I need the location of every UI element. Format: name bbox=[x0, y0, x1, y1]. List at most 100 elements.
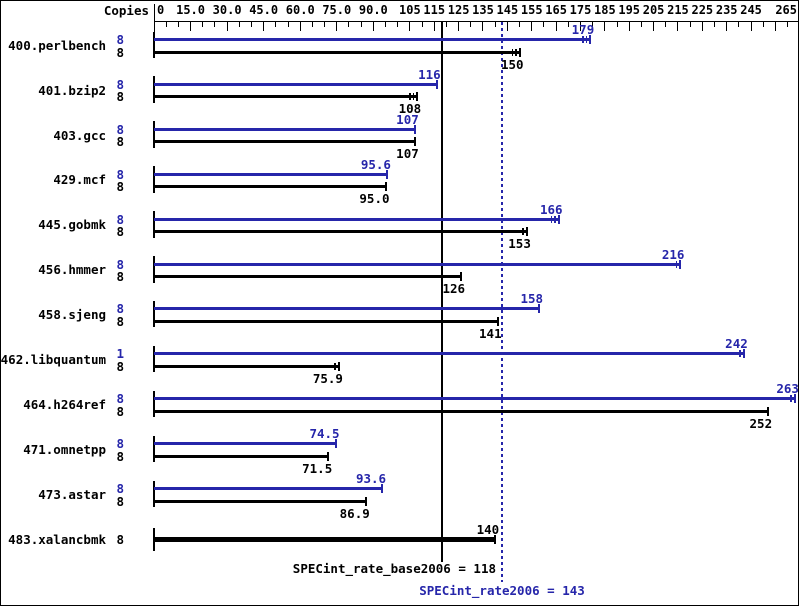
base-bar-endcap bbox=[767, 406, 770, 416]
axis-tick bbox=[190, 22, 192, 31]
base-value-label: 126 bbox=[442, 281, 466, 296]
base-bar-endcap bbox=[460, 272, 463, 281]
peak-value-label: 116 bbox=[418, 66, 441, 82]
axis-tick-label: 235 bbox=[715, 3, 738, 17]
base-value-label: 75.9 bbox=[312, 370, 343, 386]
peak-bar bbox=[154, 38, 591, 41]
run-mark bbox=[511, 48, 514, 56]
peak-bar-endcap bbox=[589, 35, 592, 44]
run-mark bbox=[550, 215, 553, 223]
peak-value-label: 179 bbox=[571, 22, 595, 37]
axis-tick-label: 45.0 bbox=[249, 3, 279, 17]
base-bar-endcap bbox=[496, 316, 499, 326]
base-copies-value: 8 bbox=[116, 134, 124, 150]
axis-tick bbox=[397, 22, 399, 27]
axis-tick bbox=[506, 22, 508, 31]
axis-tick bbox=[470, 22, 472, 27]
run-mark bbox=[554, 215, 556, 223]
row-bracket bbox=[153, 166, 155, 193]
benchmark-label: 400.perlbench bbox=[8, 37, 106, 53]
axis-tick-label: 165 bbox=[545, 3, 567, 17]
run-mark bbox=[582, 36, 584, 43]
base-bar bbox=[154, 95, 418, 99]
axis-tick bbox=[604, 22, 606, 31]
peak-copies-value: 8 bbox=[116, 121, 124, 137]
base-bar-endcap bbox=[525, 227, 528, 237]
peak-bar bbox=[154, 487, 383, 490]
axis-tick-label: 175 bbox=[569, 3, 592, 17]
axis-tick-label: 0 bbox=[157, 3, 165, 17]
axis-tick bbox=[543, 22, 545, 27]
peak-copies-value: 8 bbox=[116, 166, 124, 182]
peak-copies-value: 8 bbox=[116, 391, 124, 407]
axis-tick-label: 125 bbox=[447, 3, 470, 17]
axis-tick bbox=[348, 22, 350, 27]
row-bracket bbox=[153, 31, 155, 58]
benchmark-label: 401.bzip2 bbox=[38, 82, 106, 98]
axis-tick bbox=[287, 22, 289, 27]
base-copies-value: 8 bbox=[116, 403, 124, 419]
axis-tick-label: 30.0 bbox=[212, 3, 242, 17]
axis-tick bbox=[750, 22, 752, 31]
axis-tick bbox=[165, 22, 167, 27]
row-bracket bbox=[153, 76, 155, 103]
copies-column-header: Copies bbox=[103, 3, 149, 18]
base-bar-endcap bbox=[413, 137, 416, 147]
run-mark bbox=[790, 395, 792, 403]
base-copies-value: 8 bbox=[116, 89, 124, 105]
x-axis-baseline bbox=[154, 21, 798, 22]
axis-tick bbox=[494, 22, 496, 27]
peak-copies-value: 8 bbox=[116, 301, 124, 317]
axis-tick bbox=[458, 22, 460, 31]
axis-tick bbox=[567, 22, 569, 27]
axis-tick bbox=[482, 22, 484, 31]
base-value-label: 141 bbox=[479, 325, 502, 341]
axis-tick bbox=[263, 22, 265, 31]
axis-tick-label: 105 bbox=[399, 3, 421, 17]
base-bar bbox=[154, 140, 415, 144]
base-bar bbox=[154, 409, 769, 413]
axis-tick-label: 145 bbox=[496, 3, 519, 17]
run-mark bbox=[409, 93, 411, 101]
axis-tick bbox=[628, 22, 630, 31]
benchmark-label: 429.mcf bbox=[53, 172, 106, 188]
axis-tick bbox=[579, 22, 581, 31]
base-bar bbox=[154, 364, 339, 368]
axis-tick bbox=[689, 22, 691, 27]
peak-bar-endcap bbox=[334, 439, 337, 449]
row-bracket bbox=[153, 435, 155, 463]
axis-tick bbox=[311, 22, 313, 27]
base-copies-value: 8 bbox=[116, 224, 124, 240]
base-bar bbox=[154, 499, 366, 503]
run-mark bbox=[515, 48, 517, 56]
run-mark bbox=[522, 228, 524, 236]
base-bar bbox=[154, 454, 329, 458]
base-bar-endcap bbox=[384, 182, 387, 192]
base-copies-value: 8 bbox=[116, 532, 124, 548]
peak-bar-endcap bbox=[385, 169, 388, 179]
peak-bar bbox=[154, 307, 540, 311]
benchmark-label: 471.omnetpp bbox=[23, 441, 106, 457]
base-value-label: 252 bbox=[749, 415, 773, 431]
axis-tick bbox=[640, 22, 642, 27]
peak-bar bbox=[154, 82, 437, 86]
base-value-label: 71.5 bbox=[302, 460, 333, 476]
peak-bar-endcap bbox=[557, 214, 560, 224]
peak-value-label: 216 bbox=[661, 246, 685, 262]
peak-value-label: 158 bbox=[520, 291, 544, 307]
axis-tick bbox=[372, 22, 374, 31]
axis-tick-label: 155 bbox=[520, 3, 543, 17]
axis-tick bbox=[738, 22, 740, 27]
base-copies-value: 8 bbox=[116, 179, 124, 195]
base-bar-endcap bbox=[364, 496, 367, 506]
peak-bar bbox=[154, 262, 681, 266]
peak-bar-endcap bbox=[538, 304, 541, 314]
peak-copies-value: 8 bbox=[116, 32, 124, 47]
axis-tick bbox=[238, 22, 240, 27]
peak-bar-endcap bbox=[793, 394, 796, 404]
axis-tick bbox=[226, 22, 228, 31]
run-mark bbox=[334, 362, 336, 370]
axis-tick bbox=[726, 22, 728, 31]
axis-tick-label: 225 bbox=[691, 3, 714, 17]
axis-tick bbox=[433, 22, 435, 31]
